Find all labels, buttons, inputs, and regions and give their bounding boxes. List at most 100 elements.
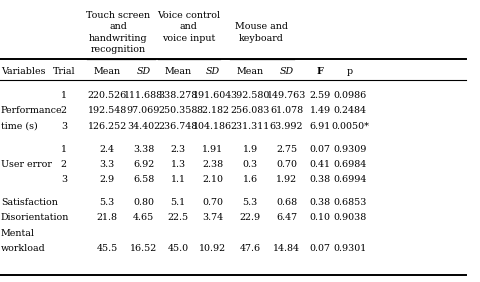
Text: 1: 1 — [61, 145, 67, 154]
Text: voice input: voice input — [162, 34, 215, 43]
Text: 6.47: 6.47 — [276, 213, 297, 222]
Text: 3.74: 3.74 — [202, 213, 223, 222]
Text: and: and — [179, 22, 197, 31]
Text: 63.992: 63.992 — [270, 122, 303, 131]
Text: Mean: Mean — [94, 67, 120, 76]
Text: 3: 3 — [61, 175, 67, 184]
Text: 1.6: 1.6 — [242, 175, 258, 184]
Text: 3: 3 — [61, 122, 67, 131]
Text: 0.10: 0.10 — [310, 213, 331, 222]
Text: 3.38: 3.38 — [133, 145, 154, 154]
Text: Mean: Mean — [165, 67, 192, 76]
Text: 0.2484: 0.2484 — [334, 106, 366, 115]
Text: handwriting: handwriting — [89, 34, 147, 43]
Text: 14.84: 14.84 — [273, 244, 300, 253]
Text: 0.3: 0.3 — [242, 160, 258, 169]
Text: SD: SD — [279, 67, 294, 76]
Text: 0.80: 0.80 — [133, 198, 154, 207]
Text: 45.0: 45.0 — [168, 244, 189, 253]
Text: Trial: Trial — [52, 67, 75, 76]
Text: Satisfaction: Satisfaction — [1, 198, 58, 207]
Text: Disorientation: Disorientation — [1, 213, 69, 222]
Text: 0.70: 0.70 — [276, 160, 297, 169]
Text: 2: 2 — [61, 160, 67, 169]
Text: 3.3: 3.3 — [99, 160, 115, 169]
Text: 0.9038: 0.9038 — [333, 213, 367, 222]
Text: 61.078: 61.078 — [270, 106, 303, 115]
Text: 2.9: 2.9 — [99, 175, 115, 184]
Text: 338.278: 338.278 — [158, 91, 198, 100]
Text: 1.49: 1.49 — [310, 106, 331, 115]
Text: 6.58: 6.58 — [133, 175, 154, 184]
Text: 2.4: 2.4 — [99, 145, 115, 154]
Text: 2.75: 2.75 — [276, 145, 297, 154]
Text: 16.52: 16.52 — [130, 244, 157, 253]
Text: 392.580: 392.580 — [230, 91, 270, 100]
Text: Mental: Mental — [1, 229, 35, 238]
Text: 1.91: 1.91 — [202, 145, 223, 154]
Text: keyboard: keyboard — [239, 34, 284, 43]
Text: 6.92: 6.92 — [133, 160, 154, 169]
Text: Variables: Variables — [1, 67, 46, 76]
Text: 149.763: 149.763 — [267, 91, 306, 100]
Text: 0.38: 0.38 — [310, 175, 331, 184]
Text: 22.5: 22.5 — [168, 213, 189, 222]
Text: 34.402: 34.402 — [127, 122, 160, 131]
Text: 5.3: 5.3 — [242, 198, 258, 207]
Text: 5.1: 5.1 — [170, 198, 186, 207]
Text: 1.3: 1.3 — [170, 160, 186, 169]
Text: 0.9301: 0.9301 — [333, 244, 367, 253]
Text: 2.59: 2.59 — [310, 91, 331, 100]
Text: 0.0050*: 0.0050* — [331, 122, 369, 131]
Text: 0.0986: 0.0986 — [333, 91, 367, 100]
Text: 0.6853: 0.6853 — [333, 198, 367, 207]
Text: recognition: recognition — [91, 45, 145, 54]
Text: 111.688: 111.688 — [124, 91, 163, 100]
Text: 2.38: 2.38 — [202, 160, 223, 169]
Text: 191.604: 191.604 — [193, 91, 232, 100]
Text: SD: SD — [136, 67, 151, 76]
Text: 22.9: 22.9 — [240, 213, 261, 222]
Text: 82.182: 82.182 — [196, 106, 229, 115]
Text: 0.6994: 0.6994 — [333, 175, 367, 184]
Text: 231.311: 231.311 — [230, 122, 270, 131]
Text: 0.07: 0.07 — [310, 244, 331, 253]
Text: SD: SD — [205, 67, 220, 76]
Text: User error: User error — [1, 160, 52, 169]
Text: 1: 1 — [61, 91, 67, 100]
Text: 2.10: 2.10 — [202, 175, 223, 184]
Text: time (s): time (s) — [1, 122, 38, 131]
Text: Mean: Mean — [237, 67, 264, 76]
Text: 0.9309: 0.9309 — [333, 145, 367, 154]
Text: 4.65: 4.65 — [133, 213, 154, 222]
Text: 236.748: 236.748 — [158, 122, 198, 131]
Text: 104.186: 104.186 — [193, 122, 232, 131]
Text: 5.3: 5.3 — [99, 198, 115, 207]
Text: 0.38: 0.38 — [310, 198, 331, 207]
Text: Performance: Performance — [1, 106, 62, 115]
Text: 192.548: 192.548 — [87, 106, 127, 115]
Text: 1.92: 1.92 — [276, 175, 297, 184]
Text: 0.70: 0.70 — [202, 198, 223, 207]
Text: 21.8: 21.8 — [96, 213, 118, 222]
Text: Touch screen: Touch screen — [86, 11, 150, 20]
Text: 97.069: 97.069 — [127, 106, 160, 115]
Text: 10.92: 10.92 — [199, 244, 226, 253]
Text: 1.9: 1.9 — [242, 145, 258, 154]
Text: 220.526: 220.526 — [87, 91, 127, 100]
Text: 0.6984: 0.6984 — [333, 160, 367, 169]
Text: 2: 2 — [61, 106, 67, 115]
Text: 0.07: 0.07 — [310, 145, 331, 154]
Text: Voice control: Voice control — [156, 11, 220, 20]
Text: 6.91: 6.91 — [310, 122, 331, 131]
Text: F: F — [317, 67, 324, 76]
Text: workload: workload — [1, 244, 46, 253]
Text: 2.3: 2.3 — [170, 145, 186, 154]
Text: 0.41: 0.41 — [310, 160, 331, 169]
Text: 45.5: 45.5 — [96, 244, 118, 253]
Text: 126.252: 126.252 — [87, 122, 127, 131]
Text: and: and — [109, 22, 127, 31]
Text: 0.68: 0.68 — [276, 198, 297, 207]
Text: 256.083: 256.083 — [230, 106, 270, 115]
Text: 250.358: 250.358 — [158, 106, 198, 115]
